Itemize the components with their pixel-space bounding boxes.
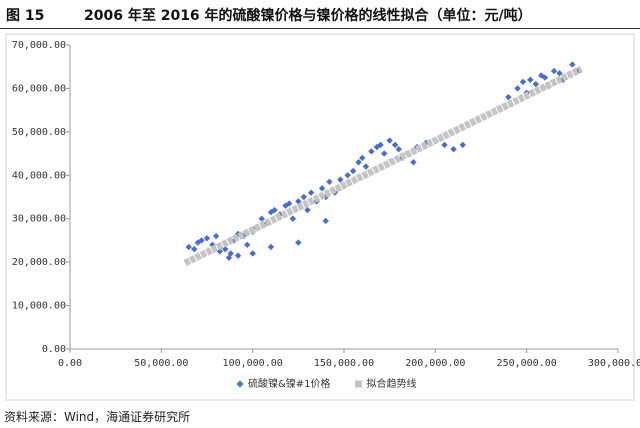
y-tick-label: 20,000.00 <box>12 257 66 268</box>
x-tick-label: 250,000.00 <box>497 358 557 369</box>
scatter-point <box>569 61 576 68</box>
y-tick-label: 0.00 <box>42 344 66 355</box>
scatter-point <box>505 93 512 101</box>
scatter-point <box>318 185 326 192</box>
scatter-point <box>344 172 351 179</box>
y-tick-label: 10,000.00 <box>12 301 66 312</box>
y-tick-label: 70,000.00 <box>12 40 66 51</box>
scatter-point <box>198 237 205 244</box>
y-tick-label: 30,000.00 <box>12 214 66 225</box>
chart-border <box>5 33 635 401</box>
scatter-point <box>295 239 302 246</box>
scatter-point <box>304 206 311 214</box>
scatter-point <box>355 159 362 166</box>
scatter-point <box>519 78 527 86</box>
legend-swatch <box>236 380 244 388</box>
y-tick-label: 50,000.00 <box>12 127 66 138</box>
scatter-point <box>322 217 329 225</box>
scatter-point <box>191 245 198 253</box>
scatter-point <box>307 189 315 196</box>
scatter-point <box>459 141 466 149</box>
x-tick-label: 150,000.00 <box>314 358 374 369</box>
trend-line <box>183 65 584 267</box>
header: 图 15 2006 年至 2016 年的硫酸镍价格与镍价格的线性拟合（单位：元/… <box>0 0 640 29</box>
scatter-point <box>349 167 357 175</box>
scatter-point <box>216 248 223 255</box>
scatter-point <box>289 215 297 222</box>
scatter-point <box>395 146 402 153</box>
figure-label: 图 15 <box>6 8 45 24</box>
scatter-point <box>410 159 417 166</box>
scatter-point <box>227 250 234 257</box>
scatter-point <box>550 67 558 75</box>
scatter-point <box>203 235 211 242</box>
scatter-point <box>541 74 549 81</box>
legend-label: 拟合趋势线 <box>367 377 417 390</box>
source-note: 资料来源：Wind，海通证券研究所 <box>4 410 191 424</box>
scatter-point <box>386 137 393 144</box>
scatter-point <box>271 206 278 214</box>
scatter-point <box>337 176 344 183</box>
y-tick-label: 40,000.00 <box>12 170 66 181</box>
scatter-point <box>514 85 521 92</box>
scatter-point <box>243 241 251 248</box>
x-tick-label: 100,000.00 <box>223 358 283 369</box>
scatter-point <box>441 141 448 149</box>
x-tick-label: 50,000.00 <box>134 358 188 369</box>
y-tick-label: 60,000.00 <box>12 83 66 94</box>
scatter-point <box>326 178 333 185</box>
scatter-point <box>212 232 220 240</box>
scatter-point <box>380 150 388 157</box>
x-tick-label: 200,000.00 <box>405 358 465 369</box>
scatter-point <box>391 141 399 149</box>
legend-swatch <box>355 380 363 388</box>
scatter-point <box>377 141 384 149</box>
scatter-point <box>249 250 256 257</box>
scatter-point <box>556 70 563 77</box>
scatter-point <box>359 154 366 162</box>
scatter-point <box>234 252 242 259</box>
scatter-point <box>362 163 370 170</box>
scatter-point <box>267 243 275 251</box>
scatter-point <box>194 239 202 246</box>
scatter-point <box>368 148 375 155</box>
x-tick-label: 300,000.00 <box>588 358 640 369</box>
legend-label: 硫酸镍&镍#1价格 <box>248 377 331 390</box>
chart-title: 2006 年至 2016 年的硫酸镍价格与镍价格的线性拟合（单位：元/吨） <box>84 8 532 24</box>
scatter-point <box>286 200 293 207</box>
scatter-point <box>225 254 233 261</box>
scatter-point <box>450 146 457 153</box>
scatter-point <box>527 76 534 83</box>
scatter-point <box>258 215 265 222</box>
scatter-point <box>185 243 192 251</box>
chart: 0.00 10,000.00 20,000.00 30,000.00 40,000.00… <box>5 33 640 401</box>
scatter-point <box>532 80 539 88</box>
scatter-point <box>300 193 308 201</box>
x-tick-label: 0.00 <box>58 358 82 369</box>
scatter-point <box>222 245 229 253</box>
